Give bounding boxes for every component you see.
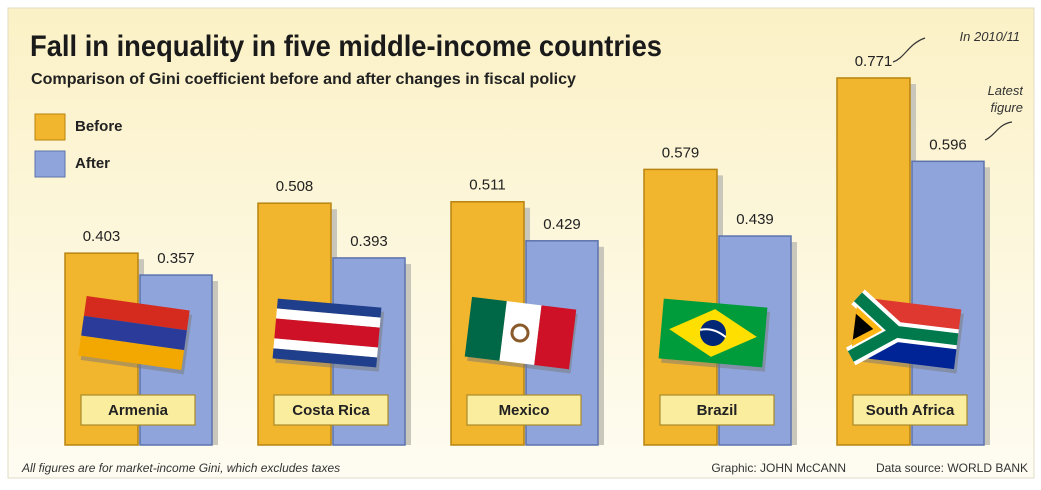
value-label: 0.511 xyxy=(469,177,505,194)
flag-part xyxy=(534,305,577,370)
flag-part xyxy=(464,296,507,361)
value-label: 0.357 xyxy=(157,250,195,267)
flag-part xyxy=(510,323,530,343)
x-tick-label: Costa Rica xyxy=(292,402,370,419)
category-box xyxy=(466,394,582,426)
flag-part xyxy=(700,320,726,346)
flag xyxy=(78,296,193,375)
value-label: 0.508 xyxy=(276,178,314,195)
bar xyxy=(836,77,911,446)
legend-label: After xyxy=(75,155,110,172)
chart-title: Fall in inequality in five middle-income… xyxy=(30,30,662,63)
legend-label: Before xyxy=(75,118,123,135)
footnote: All figures are for market-income Gini, … xyxy=(21,461,340,475)
flag xyxy=(272,298,385,372)
source: Data source: WORLD BANK xyxy=(876,461,1028,475)
annotation: In 2010/11 xyxy=(959,29,1020,44)
legend: Before After xyxy=(34,113,123,178)
plot-area: 0.403 0.508 0.511 0.579 0.771 0.357 0.393 0.429… xyxy=(64,53,990,446)
value-label: 0.429 xyxy=(543,216,581,233)
value-label: 0.403 xyxy=(83,228,121,245)
category-box xyxy=(852,394,968,426)
x-tick-label: South Africa xyxy=(866,402,955,419)
value-label: 0.579 xyxy=(662,144,700,161)
flag-part xyxy=(276,308,381,328)
flag-part xyxy=(700,328,727,338)
flag xyxy=(464,296,578,374)
flag-part xyxy=(852,313,874,340)
value-label: 0.439 xyxy=(736,211,774,228)
flag-part xyxy=(81,315,187,351)
value-label: 0.596 xyxy=(929,136,967,153)
annotation-leader xyxy=(984,121,1013,141)
category-box xyxy=(80,394,196,426)
flag-part xyxy=(499,301,542,365)
credit: Graphic: JOHN McCANN xyxy=(711,461,846,475)
legend-swatch xyxy=(34,113,66,141)
x-tick-label: Brazil xyxy=(697,402,738,419)
flag-part xyxy=(78,335,185,370)
flag-part xyxy=(274,318,380,348)
category-box xyxy=(659,394,775,426)
annotation-text: In 2010/11 xyxy=(959,29,1020,44)
x-tick-label: Armenia xyxy=(108,402,169,419)
flag xyxy=(845,289,964,374)
annotation-text: Latest figure xyxy=(987,83,1023,115)
value-label: 0.771 xyxy=(855,53,893,70)
annotation: Latest figure xyxy=(987,83,1023,115)
value-label: 0.393 xyxy=(350,233,388,250)
legend-swatch xyxy=(34,150,66,178)
x-tick-label: Mexico xyxy=(499,402,550,419)
flag-part xyxy=(273,338,378,358)
flag xyxy=(658,298,771,372)
flag-part xyxy=(847,292,959,362)
flag-part xyxy=(83,296,190,331)
annotation-leader xyxy=(892,37,926,63)
category-box xyxy=(273,394,389,426)
flag-part xyxy=(272,348,378,368)
chart-subtitle: Comparison of Gini coefficient before an… xyxy=(31,71,576,88)
flag-part xyxy=(276,298,382,318)
